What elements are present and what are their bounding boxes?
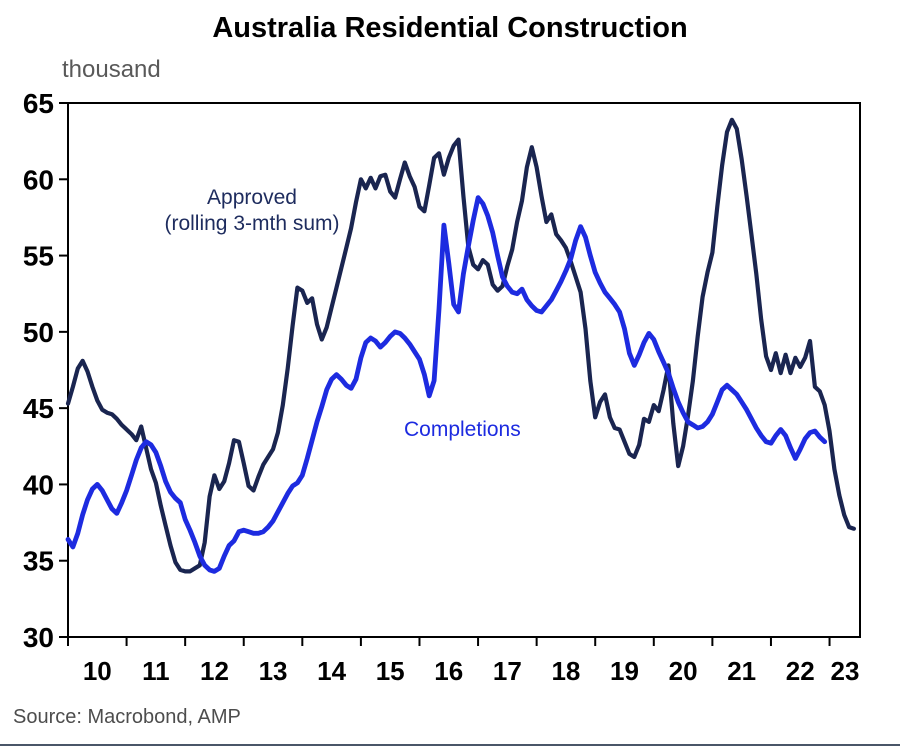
y-axis: 65 60 55 50 45 40 35 30 (23, 88, 68, 653)
x-tick-label: 22 (786, 656, 815, 686)
approved-series-label-line2: (rolling 3-mth sum) (164, 212, 340, 235)
y-tick-label: 65 (23, 88, 54, 119)
x-tick-label: 18 (551, 656, 580, 686)
approved-line-series (65, 117, 857, 574)
y-tick-label: 55 (23, 241, 54, 272)
approved-series-label-line1: Approved (207, 186, 297, 209)
y-tick-label: 45 (23, 393, 54, 424)
y-tick-label: 50 (23, 317, 54, 348)
footer-divider (0, 744, 900, 746)
completions-line-series (65, 195, 828, 574)
chart-title: Australia Residential Construction (212, 12, 688, 44)
completions-series-label: Completions (404, 418, 521, 441)
x-tick-label: 12 (200, 656, 229, 686)
x-tick-label: 19 (610, 656, 639, 686)
x-tick-label: 14 (317, 656, 346, 686)
x-tick-label: 23 (831, 656, 860, 686)
x-tick-label: 21 (727, 656, 756, 686)
y-tick-label: 40 (23, 469, 54, 500)
x-tick-label: 11 (142, 656, 170, 686)
approved-series-label: Approved (rolling 3-mth sum) (137, 185, 367, 237)
y-tick-label: 35 (23, 546, 54, 577)
plot-border (67, 102, 861, 638)
x-tick-label: 13 (259, 656, 288, 686)
x-tick-label: 17 (493, 656, 522, 686)
x-tick-label: 20 (669, 656, 698, 686)
y-tick-label: 30 (23, 622, 54, 653)
y-axis-unit-label: thousand (62, 56, 161, 83)
x-axis: 10 11 12 13 14 15 16 17 18 19 20 21 22 23 (67, 637, 860, 686)
x-tick-label: 16 (434, 656, 463, 686)
y-tick-label: 60 (23, 164, 54, 195)
x-tick-label: 15 (376, 656, 405, 686)
x-tick-label: 10 (83, 656, 112, 686)
source-note: Source: Macrobond, AMP (13, 706, 241, 728)
